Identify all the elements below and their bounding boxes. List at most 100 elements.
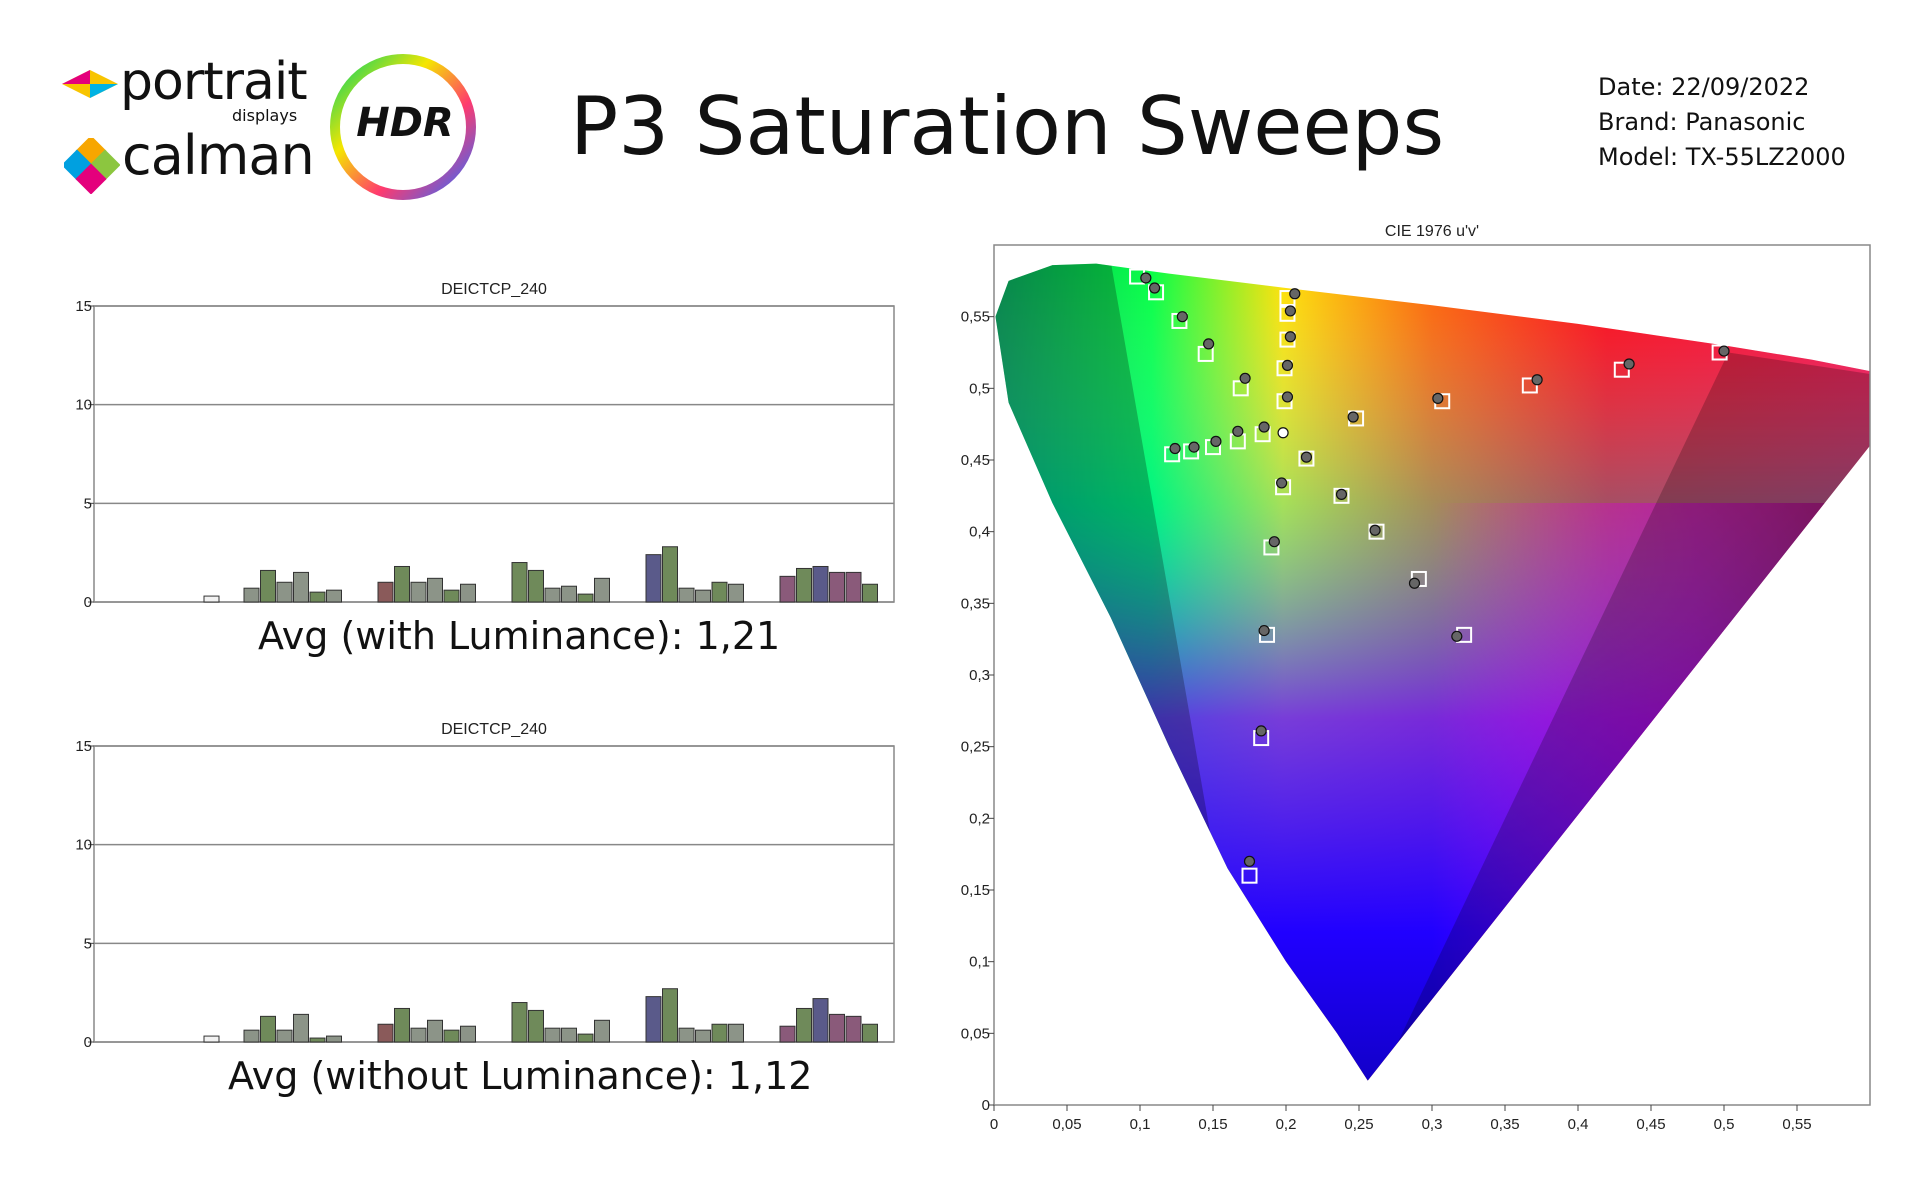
- y-tick-label: 0: [84, 1034, 92, 1051]
- bar: [460, 583, 476, 603]
- measured-point: [1531, 374, 1543, 386]
- bar: [243, 587, 260, 603]
- hdr-ring-icon: [330, 54, 476, 200]
- bar: [779, 575, 796, 603]
- y-tick-label: 0,3: [969, 667, 990, 684]
- portrait-logo-icon: [62, 70, 118, 98]
- chart-title: CIE 1976 u'v': [1385, 223, 1479, 240]
- measured-point: [1140, 272, 1152, 284]
- bar-chart-without-luminance: DEICTCP_240 0 5 10 15: [75, 721, 895, 1051]
- bar: [293, 571, 309, 603]
- white-point: [1277, 427, 1289, 439]
- bar: [812, 998, 829, 1043]
- bar: [695, 589, 711, 603]
- bar: [862, 583, 878, 603]
- measured-point: [1232, 425, 1244, 437]
- bar: [203, 595, 220, 603]
- y-tick-label: 0,1: [969, 954, 990, 971]
- measured-point: [1284, 305, 1296, 317]
- bar: [662, 546, 678, 603]
- measured-point: [1258, 421, 1270, 433]
- y-tick-label: 5: [84, 935, 92, 952]
- measured-point: [1239, 372, 1251, 384]
- y-tick-label: 10: [75, 397, 92, 414]
- bar: [845, 1015, 862, 1043]
- x-tick-label: 0,25: [1344, 1116, 1373, 1133]
- brand-portrait: portrait: [120, 52, 308, 112]
- bar: [326, 589, 342, 603]
- x-tick-label: 0,45: [1636, 1116, 1665, 1133]
- measured-point: [1169, 442, 1181, 455]
- avg-with-luminance: Avg (with Luminance): 1,21: [258, 614, 781, 658]
- measured-point: [1176, 311, 1188, 323]
- y-tick-label: 0,15: [961, 882, 990, 899]
- bar: [528, 569, 544, 603]
- measured-point: [1281, 359, 1294, 371]
- measured-point: [1451, 630, 1463, 642]
- measured-point: [1281, 391, 1294, 403]
- bar: [711, 1023, 728, 1043]
- bar: [377, 1023, 394, 1043]
- bar: [243, 1029, 260, 1043]
- x-tick-label: 0,4: [1568, 1116, 1589, 1133]
- bar: [796, 567, 812, 603]
- bar: [511, 562, 528, 603]
- bar: [427, 1019, 443, 1043]
- measured-point: [1718, 345, 1730, 357]
- y-tick-label: 0,25: [961, 739, 990, 756]
- bar: [394, 1007, 410, 1043]
- chromaticity-diagram: [995, 263, 1870, 1081]
- bar: [528, 1009, 544, 1043]
- bar: [829, 571, 845, 603]
- brand-displays: displays: [232, 106, 298, 125]
- bar: [410, 581, 427, 603]
- x-tick-label: 0,3: [1422, 1116, 1443, 1133]
- bar: [544, 1027, 561, 1043]
- measured-point: [1255, 725, 1267, 737]
- measured-point: [1210, 435, 1222, 447]
- cie-1976-chart: CIE 1976 u'v' 0 0,05 0,1 0,15 0,2 0,25 0,3 0,35 0…: [961, 223, 1871, 1133]
- measured-point: [1149, 282, 1161, 294]
- x-tick-label: 0,15: [1198, 1116, 1227, 1133]
- bar: [829, 1013, 845, 1043]
- bar: [460, 1025, 476, 1043]
- bar: [203, 1035, 220, 1043]
- measured-point: [1300, 451, 1313, 463]
- bar: [561, 1027, 577, 1043]
- meta-brand: Brand: Panasonic: [1598, 108, 1806, 136]
- measured-point: [1243, 855, 1256, 867]
- meta-model: Model: TX-55LZ2000: [1598, 143, 1846, 171]
- bar-chart-with-luminance: DEICTCP_240 0 5 10 15: [75, 281, 895, 611]
- y-tick-label: 15: [75, 298, 92, 315]
- bar: [577, 593, 594, 603]
- measured-point: [1408, 577, 1421, 589]
- bar: [443, 589, 460, 603]
- y-tick-label: 0: [982, 1097, 990, 1114]
- y-tick-label: 5: [84, 495, 92, 512]
- bar: [326, 1035, 342, 1043]
- meta-date: Date: 22/09/2022: [1598, 73, 1810, 101]
- bar: [276, 581, 293, 603]
- bar: [276, 1029, 293, 1043]
- y-tick-label: 0,4: [969, 524, 990, 541]
- brand-calman: calman: [122, 124, 315, 187]
- x-tick-label: 0,5: [1714, 1116, 1735, 1133]
- measured-point: [1335, 488, 1348, 500]
- bar: [394, 565, 410, 603]
- target-marker: [1241, 867, 1258, 884]
- bar: [594, 1019, 610, 1043]
- y-tick-label: 0,45: [961, 452, 990, 469]
- bar: [862, 1023, 878, 1043]
- x-tick-label: 0,05: [1052, 1116, 1081, 1133]
- bar: [443, 1029, 460, 1043]
- y-tick-label: 0,5: [969, 380, 990, 397]
- bar: [645, 996, 662, 1043]
- bar: [812, 565, 829, 603]
- bar: [645, 554, 662, 603]
- bar: [377, 581, 394, 603]
- plot-frame: [93, 305, 895, 603]
- y-tick-label: 0,35: [961, 595, 990, 612]
- measured-point: [1623, 358, 1635, 370]
- measured-point: [1347, 411, 1359, 423]
- bar: [260, 1015, 276, 1043]
